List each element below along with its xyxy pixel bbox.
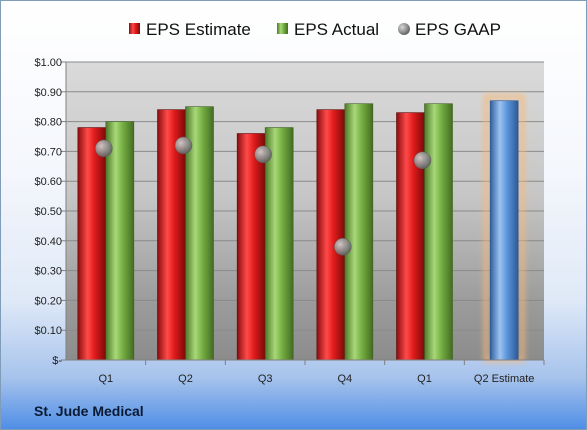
bar-eps-actual xyxy=(424,103,453,361)
point-eps-gaap xyxy=(413,151,432,170)
x-tick-label: Q2 Estimate xyxy=(474,373,535,385)
y-tick-label: $- xyxy=(52,355,62,367)
legend-swatch-actual xyxy=(277,23,288,34)
x-tick-label: Q2 xyxy=(178,373,193,385)
point-eps-gaap xyxy=(334,238,352,256)
bar-eps-actual xyxy=(264,127,294,361)
gridlines xyxy=(61,61,545,365)
x-tick-label: Q1 xyxy=(98,373,113,385)
company-name: St. Jude Medical xyxy=(34,403,144,419)
y-tick-label: $0.50 xyxy=(34,206,62,218)
bar-eps-estimate xyxy=(316,109,346,361)
y-tick-label: $0.90 xyxy=(34,87,62,99)
point-eps-gaap xyxy=(174,136,193,155)
y-tick-label: $0.70 xyxy=(34,146,62,158)
y-tick-label: $0.10 xyxy=(34,325,62,337)
y-tick-label: $0.60 xyxy=(34,176,62,188)
x-tick-label: Q4 xyxy=(337,373,352,385)
y-tick-label: $0.20 xyxy=(34,295,62,307)
point-eps-gaap xyxy=(95,139,113,158)
legend: EPS Estimate EPS Actual EPS GAAP xyxy=(129,20,501,39)
bar-eps-actual xyxy=(344,103,374,361)
bar-q2-estimate-projection xyxy=(489,100,519,361)
bar-eps-actual xyxy=(105,121,135,361)
legend-label-estimate: EPS Estimate xyxy=(146,20,251,39)
x-tick-label: Q1 xyxy=(417,373,432,385)
legend-label-gaap: EPS GAAP xyxy=(415,20,501,39)
bar-eps-estimate xyxy=(77,127,107,361)
x-tick-label: Q3 xyxy=(258,373,273,385)
x-axis-tick-labels: Q1 Q2 Q3 Q4 Q1 Q2 Estimate xyxy=(98,373,534,385)
y-tick-label: $0.30 xyxy=(34,266,62,278)
legend-swatch-estimate xyxy=(129,23,140,34)
legend-label-actual: EPS Actual xyxy=(294,20,379,39)
y-tick-label: $0.80 xyxy=(34,117,62,129)
y-tick-label: $1.00 xyxy=(34,57,62,69)
y-axis-tick-labels: $- $0.10 $0.20 $0.30 $0.40 $0.50 $0.60 $0.70 $0.… xyxy=(34,57,62,367)
bar-eps-estimate xyxy=(396,112,425,361)
bars xyxy=(77,94,525,363)
point-eps-gaap xyxy=(254,145,272,164)
legend-swatch-gaap xyxy=(398,23,410,35)
y-tick-label: $0.40 xyxy=(34,236,62,248)
bar-eps-estimate xyxy=(236,133,266,361)
